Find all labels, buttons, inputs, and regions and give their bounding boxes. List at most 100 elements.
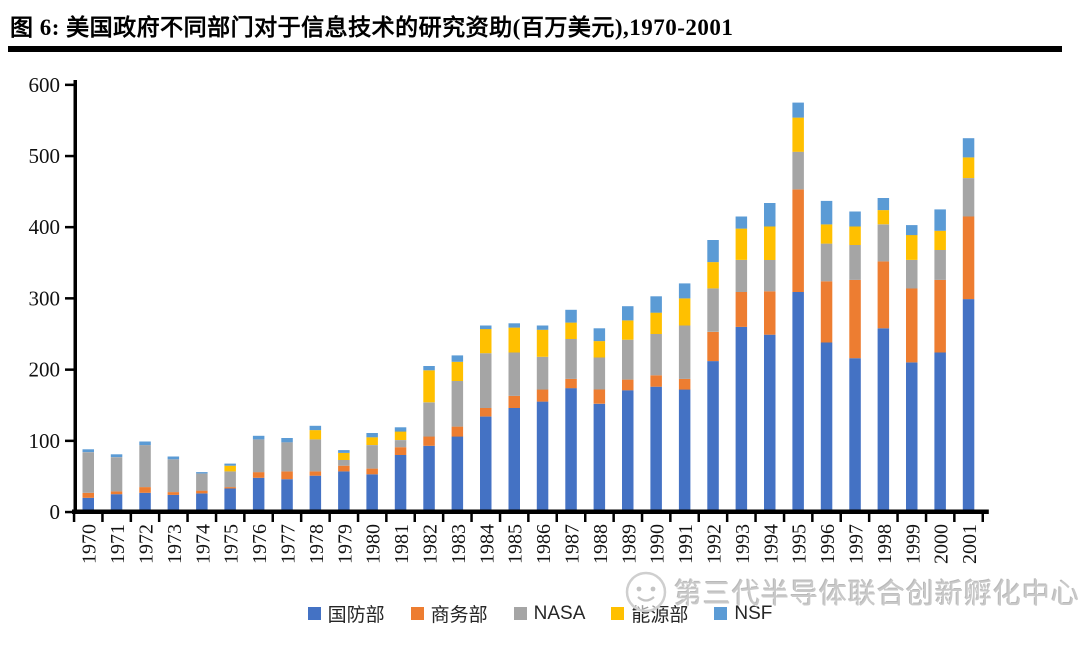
bar-segment-nasa [366,445,378,469]
legend-swatch-doc [410,607,424,620]
bar-segment-nsf [962,138,975,158]
y-axis-label: 500 [29,144,61,168]
bar-segment-doc [508,395,520,408]
bar-segment-nsf [139,441,151,446]
bar-segment-nasa [820,243,833,282]
legend-swatch-doe [611,607,625,620]
y-axis-label: 400 [29,215,61,239]
x-axis-tick [299,514,303,522]
x-axis-label: 1987 [562,524,584,564]
bar-segment-nsf [536,325,549,330]
x-axis-tick [924,514,928,522]
x-axis-label: 1998 [874,524,896,564]
bar-segment-doc [110,491,123,495]
x-axis-tick [271,514,274,522]
bar-segment-dod [196,493,208,512]
bar-segment-nasa [224,471,236,488]
bar-segment-nasa [906,260,918,289]
bar-segment-doe [508,327,520,353]
x-axis-label: 1979 [334,524,356,564]
bar-segment-dod [678,389,691,512]
bar-segment-dod [764,334,776,512]
x-axis-label: 1989 [618,524,640,564]
x-axis-label: 1986 [533,524,555,564]
x-axis-tick [555,514,558,522]
bar-segment-dod [451,436,464,512]
bar-segment-dod [565,388,577,512]
bar-segment-nsf [764,203,776,227]
legend-swatch-nsf [714,607,728,620]
x-axis-label: 1980 [363,524,385,564]
bar-segment-nsf [252,435,265,440]
bar-segment-doe [934,230,946,250]
x-axis-tick [867,514,871,522]
x-axis-tick [640,514,644,522]
x-axis-tick [470,514,473,522]
bar-segment-nsf [451,355,464,362]
bar-segment-dod [934,352,946,512]
x-axis-tick [356,514,360,522]
bar-segment-nsf [735,216,748,229]
bar-segment-nsf [622,306,634,321]
bar-segment-nsf [934,209,946,231]
bar-segment-doc [224,487,236,489]
bar-segment-doc [139,487,151,493]
bar-segment-nasa [252,439,265,473]
bar-segment-dod [849,358,861,512]
bar-segment-doe [707,262,719,289]
x-axis-tick [385,514,388,522]
x-axis-label: 1978 [306,524,328,564]
bar-segment-nasa [707,288,719,332]
bar-segment-doe [650,312,662,334]
bar-segment-doe [593,341,606,358]
bar-segment-nsf [196,472,208,474]
bar-segment-nasa [110,457,123,492]
bar-segment-dod [110,494,123,512]
bar-segment-dod [906,362,918,512]
bar-segment-doe [962,157,975,178]
bar-segment-nsf [678,283,691,299]
x-axis-tick [527,514,530,522]
bar-segment-nsf [366,433,378,438]
bar-segment-nasa [423,402,435,437]
x-axis-label: 1971 [107,524,129,564]
x-axis-label: 1991 [675,524,697,564]
bar-segment-dod [252,477,265,512]
bar-segment-doe [565,322,577,339]
bar-segment-doe [849,226,861,245]
bar-segment-doc [906,288,918,363]
bar-segment-doc [167,492,180,495]
bar-segment-nasa [962,178,975,217]
bar-segment-doe [394,431,407,440]
bar-segment-nsf [906,225,918,236]
bar-segment-doe [536,329,549,357]
bar-segment-doe [792,117,804,152]
bar-segment-doc [82,492,94,498]
x-axis-label: 1992 [704,524,726,564]
bar-segment-nsf [309,425,322,431]
bar-segment-nasa [622,339,634,380]
x-axis-tick [413,514,416,522]
x-axis-tick [186,514,189,522]
x-axis-tick [896,514,899,522]
bar-segment-doc [536,389,549,402]
bar-segment-doe [423,370,435,403]
x-axis-tick [981,514,984,522]
x-axis-tick [101,514,104,522]
y-axis-label: 100 [29,429,61,453]
y-axis-label: 200 [29,358,61,382]
bar-segment-nasa [934,250,946,280]
bar-segment-nsf [593,328,606,342]
x-axis-tick [214,514,218,522]
figure-title: 图 6: 美国政府不同部门对于信息技术的研究资助(百万美元),1970-2001 [10,15,734,40]
bar-segment-doc [480,408,492,417]
bar-segment-nasa [735,260,748,292]
bar-segment-nasa [309,439,322,472]
bar-segment-nasa [281,442,293,472]
x-axis-label: 1994 [760,524,782,564]
bar-segment-nsf [224,463,236,466]
x-axis-tick [243,514,246,522]
bar-segment-doc [338,465,350,472]
bar-segment-doe [877,210,890,225]
bar-segment-nasa [451,381,464,427]
